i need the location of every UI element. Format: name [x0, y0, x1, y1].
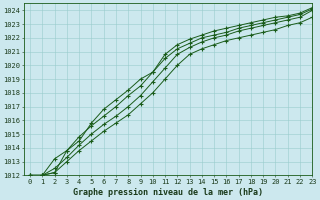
- X-axis label: Graphe pression niveau de la mer (hPa): Graphe pression niveau de la mer (hPa): [73, 188, 263, 197]
